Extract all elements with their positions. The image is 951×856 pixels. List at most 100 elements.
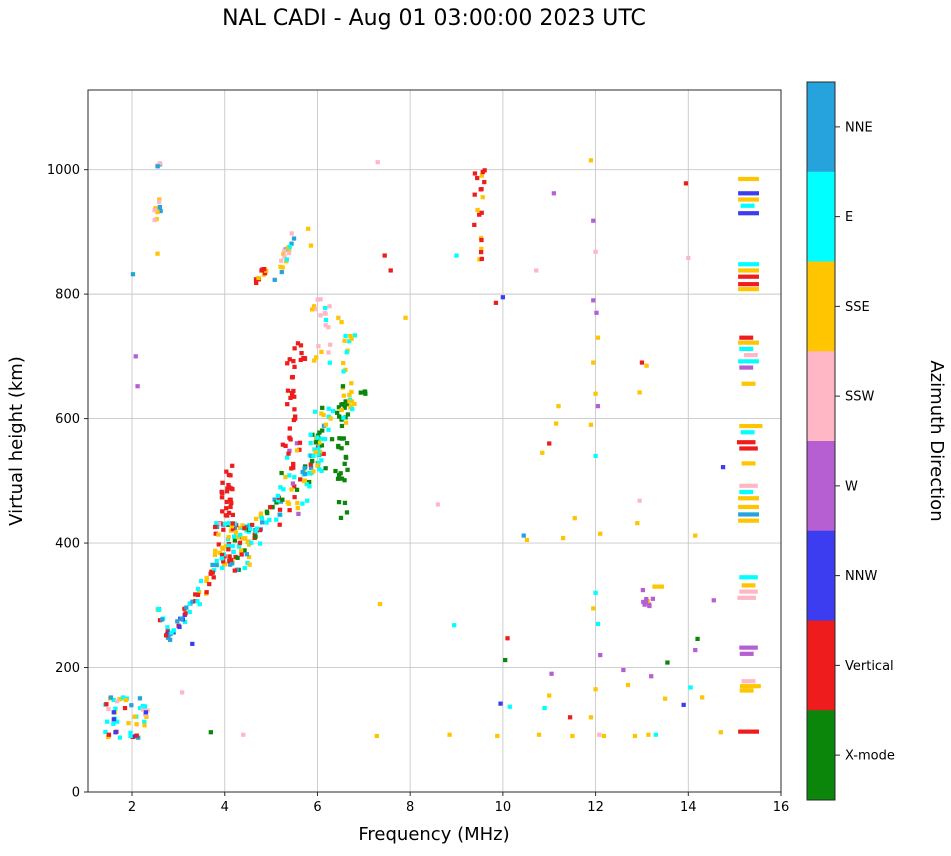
data-point (336, 315, 341, 320)
data-point (254, 280, 259, 286)
data-point (226, 510, 232, 515)
data-point (478, 250, 484, 255)
data-point (595, 404, 601, 409)
data-point (155, 251, 160, 256)
data-point (244, 528, 249, 533)
data-point (345, 402, 350, 407)
data-point (254, 526, 260, 531)
data-point (286, 501, 291, 506)
y-tick-label: 200 (55, 661, 80, 676)
data-point (683, 181, 689, 186)
data-point (224, 489, 230, 494)
data-point (286, 251, 292, 256)
data-point (305, 498, 310, 503)
data-point (536, 732, 542, 737)
data-point (246, 554, 252, 560)
data-point (277, 507, 283, 512)
data-point (649, 674, 654, 679)
data-point (333, 468, 338, 474)
data-point (593, 453, 598, 459)
data-point (165, 628, 170, 634)
data-point (279, 258, 284, 263)
data-point (232, 521, 238, 526)
data-point (313, 449, 318, 455)
data-point (115, 699, 120, 704)
data-point (278, 485, 283, 490)
data-point (259, 268, 264, 273)
data-point (403, 315, 408, 320)
data-point (302, 466, 307, 471)
data-point (184, 605, 189, 610)
data-point (739, 423, 763, 429)
data-point (134, 733, 139, 738)
data-point (347, 392, 352, 397)
data-point (108, 695, 113, 700)
data-point (241, 732, 246, 737)
data-point (739, 446, 758, 451)
data-point (313, 306, 318, 312)
data-point (338, 471, 343, 476)
data-point (477, 257, 482, 262)
chart-title: NAL CADI - Aug 01 03:00:00 2023 UTC (222, 6, 646, 31)
data-point (221, 559, 226, 564)
data-point (738, 268, 759, 273)
data-point (507, 704, 512, 709)
data-point (275, 498, 281, 503)
y-tick-label: 600 (55, 412, 80, 427)
colorbar-segment-w (807, 441, 835, 532)
data-point (317, 430, 322, 435)
data-point (312, 358, 317, 363)
data-point (120, 695, 126, 700)
x-tick-label: 8 (406, 800, 414, 815)
data-point (159, 617, 165, 622)
data-point (738, 340, 759, 345)
data-point (738, 729, 759, 734)
data-point (595, 335, 601, 340)
x-tick-label: 14 (680, 800, 697, 815)
data-point (226, 482, 231, 488)
colorbar-segment-nnw (807, 530, 835, 621)
colorbar-segment-nne (807, 82, 835, 173)
data-point (183, 611, 188, 616)
colorbar-label-sse: SSE (845, 300, 870, 315)
colorbar-border (806, 81, 836, 801)
data-point (342, 405, 347, 410)
colorbar-label-nnw: NNW (845, 569, 877, 584)
data-point (652, 584, 664, 589)
data-point (292, 475, 297, 480)
data-point (117, 735, 123, 740)
data-point (315, 463, 320, 468)
data-point (646, 602, 652, 607)
data-point (323, 466, 328, 471)
data-point (482, 179, 487, 185)
data-point (479, 210, 484, 215)
data-point (327, 360, 332, 365)
data-point (739, 645, 758, 650)
data-point (363, 391, 368, 396)
data-point (245, 539, 250, 545)
data-point (739, 346, 754, 351)
data-point (250, 522, 255, 528)
colorbar-label-vertical: Vertical (845, 659, 894, 674)
data-point (264, 509, 270, 514)
data-point (319, 458, 324, 463)
data-point (195, 599, 200, 604)
data-point (635, 521, 640, 526)
data-point (739, 589, 758, 594)
y-tick-label: 0 (72, 786, 80, 801)
data-point (344, 350, 349, 355)
data-point (217, 550, 222, 555)
data-point (237, 533, 243, 538)
data-point (480, 195, 485, 200)
data-point (220, 480, 225, 485)
data-point (132, 714, 137, 719)
data-point (740, 430, 755, 435)
data-point (739, 684, 761, 689)
data-point (739, 688, 754, 693)
data-point (452, 623, 457, 628)
data-point (144, 714, 149, 719)
data-point (738, 274, 759, 279)
data-point (686, 255, 691, 261)
data-point (588, 422, 594, 427)
